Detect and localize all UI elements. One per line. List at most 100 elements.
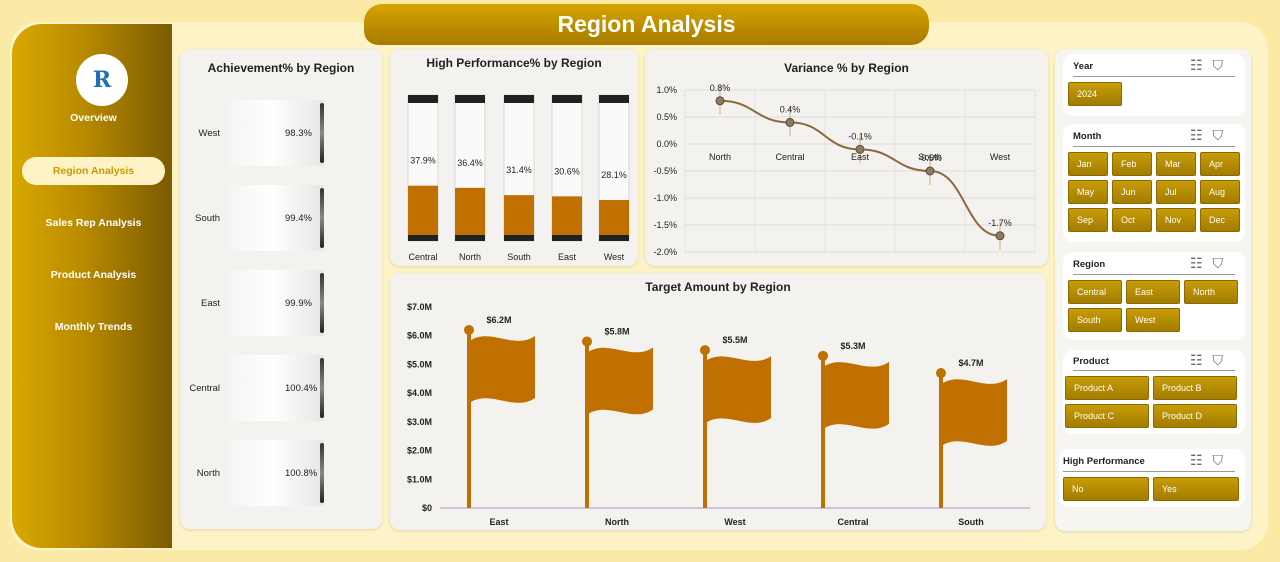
variance-y-tick: -1.5% (653, 220, 677, 230)
region-option-button[interactable]: South (1068, 308, 1122, 332)
variance-y-tick: -0.5% (653, 166, 677, 176)
region-option-button[interactable]: Central (1068, 280, 1122, 304)
achievement-value: 99.4% (285, 213, 312, 224)
target-y-tick: $2.0M (407, 446, 432, 456)
divider (1073, 274, 1235, 275)
hp-bar (504, 195, 534, 241)
hp-bar (455, 187, 485, 241)
month-option-button[interactable]: Jun (1112, 180, 1152, 204)
target-flag (707, 356, 771, 423)
hp-bar (552, 196, 582, 241)
achievement-label: North (196, 468, 220, 479)
nav-sales-rep-analysis[interactable]: Sales Rep Analysis (45, 217, 142, 229)
hp-bar (408, 185, 438, 241)
achievement-marker (320, 443, 324, 503)
region-option-button[interactable]: West (1126, 308, 1180, 332)
target-y-tick: $4.0M (407, 388, 432, 398)
target-y-tick: $6.0M (407, 331, 432, 341)
nav-region-analysis[interactable]: Region Analysis (22, 157, 165, 185)
multi-select-icon[interactable]: ☷⛉ (1189, 452, 1233, 468)
divider (1063, 471, 1235, 472)
variance-value-label: -0.5% (918, 153, 942, 163)
region-option-button[interactable]: East (1126, 280, 1180, 304)
target-flag-pole (467, 329, 471, 508)
month-option-button[interactable]: Jul (1156, 180, 1196, 204)
product-option-button[interactable]: Product D (1153, 404, 1237, 428)
divider (1073, 370, 1235, 371)
multi-select-icon[interactable]: ☷⛉ (1189, 255, 1233, 271)
achievement-marker (320, 358, 324, 418)
hp-category-label: Central (408, 252, 437, 262)
product-option-button[interactable]: Product A (1065, 376, 1149, 400)
achievement-label: West (198, 128, 220, 139)
divider (1073, 76, 1235, 77)
product-option-button[interactable]: Product B (1153, 376, 1237, 400)
variance-y-tick: 0.0% (656, 139, 677, 149)
hp-value-label: 37.9% (410, 156, 436, 166)
target-category-label: West (724, 517, 745, 527)
high-performance-option-button[interactable]: No (1063, 477, 1149, 501)
year-2024-button[interactable]: 2024 (1068, 82, 1122, 106)
target-y-tick: $5.0M (407, 359, 432, 369)
hp-value-label: 31.4% (506, 165, 532, 175)
month-option-button[interactable]: Dec (1200, 208, 1240, 232)
variance-panel: Variance % by Region (645, 49, 1048, 266)
region-option-button[interactable]: North (1184, 280, 1238, 304)
month-slicer-title: Month (1073, 131, 1102, 142)
achievement-bar (228, 355, 324, 421)
target-value-label: $5.8M (604, 326, 629, 336)
target-chart: $7.0M $6.0M $5.0M $4.0M $3.0M $2.0M $1.0M $0 $6.… (407, 302, 1030, 527)
month-option-button[interactable]: Mar (1156, 152, 1196, 176)
nav-overview[interactable]: Overview (70, 112, 117, 124)
variance-point (995, 231, 1005, 241)
achievement-title: Achievement% by Region (207, 61, 355, 75)
achievement-bar (228, 440, 324, 506)
variance-line (719, 99, 1001, 237)
variance-category-label: West (990, 152, 1011, 162)
multi-select-icon[interactable]: ☷⛉ (1189, 127, 1233, 143)
achievement-value: 100.4% (285, 383, 318, 394)
month-option-button[interactable]: Feb (1112, 152, 1152, 176)
target-y-tick: $0 (422, 503, 432, 513)
target-y-tick: $1.0M (407, 474, 432, 484)
product-option-button[interactable]: Product C (1065, 404, 1149, 428)
variance-y-tick: 1.0% (656, 85, 677, 95)
achievement-marker (320, 188, 324, 248)
month-option-button[interactable]: Sep (1068, 208, 1108, 232)
high-performance-title: High Performance% by Region (426, 56, 602, 70)
target-category-label: South (958, 517, 984, 527)
target-flag (471, 335, 535, 403)
achievement-value: 98.3% (285, 128, 312, 139)
multi-select-icon[interactable]: ☷⛉ (1189, 57, 1233, 73)
target-value-label: $6.2M (486, 315, 511, 325)
high-performance-chart: 37.9% Central 36.4% North 31.4% South 30.6% Eas… (407, 94, 630, 262)
multi-select-icon[interactable]: ☷⛉ (1189, 352, 1233, 368)
variance-value-label: -0.1% (848, 131, 872, 141)
hp-category-label: North (459, 252, 481, 262)
variance-point (785, 117, 795, 127)
month-option-button[interactable]: Oct (1112, 208, 1152, 232)
target-title: Target Amount by Region (645, 280, 791, 294)
hp-cap-bottom (504, 235, 534, 241)
high-performance-slicer: High Performance ☷⛉ No Yes (1059, 449, 1245, 507)
achievement-bar (228, 185, 324, 251)
variance-value-label: 0.8% (710, 83, 731, 93)
logo: R (76, 54, 128, 106)
target-category-label: East (489, 517, 508, 527)
month-option-button[interactable]: Aug (1200, 180, 1240, 204)
nav-product-analysis[interactable]: Product Analysis (50, 269, 137, 281)
hp-cap-top (599, 95, 629, 103)
nav-monthly-trends[interactable]: Monthly Trends (54, 321, 133, 333)
hp-cap-top (552, 95, 582, 103)
achievement-value: 99.9% (285, 298, 312, 309)
month-option-button[interactable]: Jan (1068, 152, 1108, 176)
month-option-button[interactable]: Nov (1156, 208, 1196, 232)
month-option-button[interactable]: May (1068, 180, 1108, 204)
high-performance-option-button[interactable]: Yes (1153, 477, 1239, 501)
target-flag-knob (700, 345, 710, 356)
hp-bar (599, 199, 629, 241)
variance-point (715, 96, 725, 106)
variance-chart: 1.0% 0.5% 0.0% -0.5% -1.0% -1.5% -2.0% 0.8% Nort… (653, 83, 1036, 257)
variance-category-label: North (709, 152, 731, 162)
month-option-button[interactable]: Apr (1200, 152, 1240, 176)
